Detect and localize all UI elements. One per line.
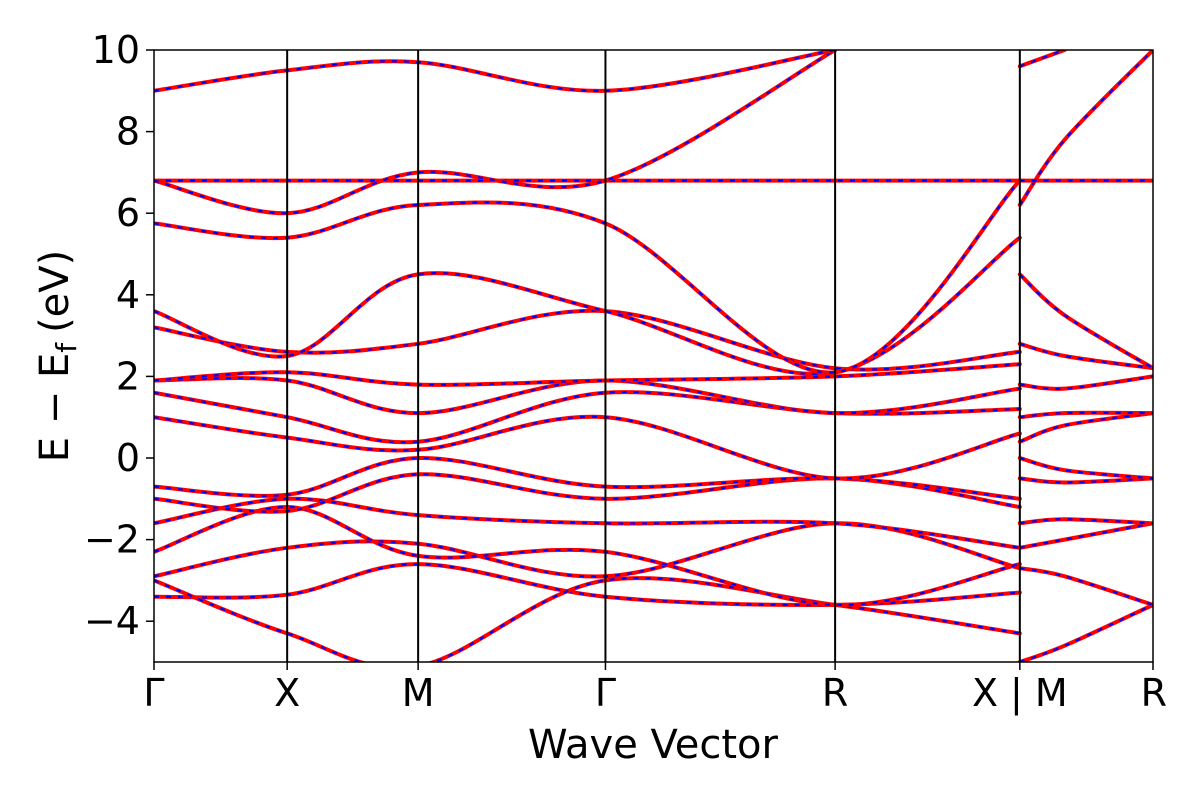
band-line-blue-17 <box>1019 603 1153 662</box>
band-line-red-25 <box>1017 374 1153 391</box>
band-line-red-27 <box>1017 272 1153 371</box>
band-line-blue-30 <box>1019 50 1065 68</box>
band-line-red-22 <box>1017 456 1153 481</box>
x-tick-label: Γ <box>595 671 616 715</box>
y-axis-title: E − Ef (eV) <box>32 250 83 463</box>
band-line-red-24 <box>1017 410 1153 420</box>
band-line-red-13 <box>154 178 1022 375</box>
band-line-red-26 <box>1017 341 1153 371</box>
x-tick-label: Γ <box>143 671 164 715</box>
x-tick-label: R <box>1141 671 1167 715</box>
band-line-blue-6 <box>154 456 1020 500</box>
y-tick-label: −2 <box>84 518 140 562</box>
y-tick-label: 8 <box>116 110 140 154</box>
x-axis-ticks: Γ X M Γ R X | M R <box>143 662 1167 716</box>
y-tick-label: 2 <box>116 354 140 398</box>
band-line-blue-7 <box>154 415 1021 480</box>
k-point-separators <box>286 50 1021 662</box>
x-tick-label: M <box>402 671 435 715</box>
y-axis-title-subscript: f <box>50 342 83 353</box>
band-line-red-19 <box>1017 521 1153 550</box>
band-line-red-16 <box>154 50 838 93</box>
x-tick-label: R <box>822 671 848 715</box>
band-line-red-7 <box>154 414 1022 481</box>
x-tick-label: X <box>274 671 300 715</box>
band-line-blue-15 <box>154 50 836 215</box>
y-axis-ticks: −4 −2 0 2 4 6 8 10 <box>84 28 154 643</box>
band-line-blue-12 <box>154 236 1021 375</box>
x-tick-label: X | M <box>972 671 1068 716</box>
band-line-red-18 <box>1017 566 1153 607</box>
band-line-blue-16 <box>154 50 836 92</box>
y-tick-label: −4 <box>84 599 140 643</box>
band-line-red-21 <box>1017 476 1153 485</box>
y-axis-title-unit: (eV) <box>32 250 78 333</box>
band-line-red-20 <box>1017 517 1153 526</box>
y-tick-label: 0 <box>116 436 140 480</box>
band-line-blue-27 <box>1019 273 1153 370</box>
x-axis-title: Wave Vector <box>528 722 779 768</box>
band-line-blue-1 <box>154 577 1020 662</box>
band-lines <box>154 50 1153 662</box>
band-line-blue-28 <box>1018 50 1153 206</box>
y-tick-label: 4 <box>116 273 140 317</box>
plot-frame <box>153 49 1154 663</box>
y-axis-title-main: E − E <box>32 353 78 463</box>
band-line-red-23 <box>1017 411 1153 444</box>
band-line-red-6 <box>154 455 1022 501</box>
band-line-red-1 <box>154 576 1022 662</box>
y-tick-label: 6 <box>116 191 140 235</box>
band-line-blue-3 <box>154 505 1021 607</box>
y-tick-label: 10 <box>92 28 140 72</box>
